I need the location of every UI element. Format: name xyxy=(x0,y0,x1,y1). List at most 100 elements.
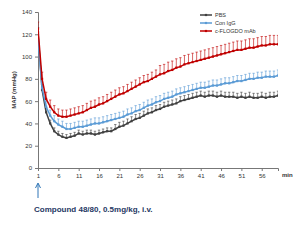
marker xyxy=(196,60,198,62)
legend-swatch xyxy=(200,14,212,16)
marker xyxy=(45,98,47,100)
error-bar xyxy=(248,39,250,48)
marker xyxy=(220,53,222,55)
marker xyxy=(126,90,128,92)
arrow-head xyxy=(36,183,41,188)
error-bar-cap xyxy=(126,84,128,85)
error-bar-stem xyxy=(237,41,238,50)
error-bar-cap xyxy=(163,64,165,65)
marker xyxy=(78,132,80,134)
error-bar-cap xyxy=(212,79,214,80)
marker xyxy=(61,126,63,128)
error-bar-cap xyxy=(49,110,51,111)
error-bar-cap xyxy=(273,71,275,72)
y-tick-label: 20 xyxy=(25,143,32,149)
error-bar xyxy=(167,62,169,71)
error-bar xyxy=(179,58,181,67)
marker xyxy=(236,49,238,51)
error-bar-cap xyxy=(49,100,51,101)
error-bar-stem xyxy=(216,47,217,56)
error-bar-cap xyxy=(130,116,132,117)
marker xyxy=(74,113,76,115)
error-bar-cap xyxy=(73,132,75,133)
marker xyxy=(118,126,120,128)
marker xyxy=(171,103,173,105)
error-bar-cap xyxy=(175,98,177,99)
marker xyxy=(69,136,71,138)
marker xyxy=(248,47,250,49)
marker xyxy=(269,96,271,98)
marker xyxy=(61,136,63,138)
error-bar xyxy=(163,64,165,73)
annotation-text: Compound 48/80, 0.5mg/kg, i.v. xyxy=(34,205,153,214)
marker xyxy=(163,72,165,74)
marker xyxy=(212,55,214,57)
error-bar-stem xyxy=(245,40,246,49)
error-bar-cap xyxy=(256,72,258,73)
marker xyxy=(82,111,84,113)
marker xyxy=(94,133,96,135)
error-bar-cap xyxy=(220,78,222,79)
marker xyxy=(252,78,254,80)
error-bar-cap xyxy=(195,92,197,93)
marker xyxy=(265,44,267,46)
marker xyxy=(265,97,267,99)
error-bar-cap xyxy=(155,96,157,97)
marker xyxy=(261,96,263,98)
x-tick-label: 16 xyxy=(96,173,103,179)
marker xyxy=(122,125,124,127)
error-bar-cap xyxy=(228,77,230,78)
marker xyxy=(187,90,189,92)
error-bar xyxy=(273,35,275,44)
legend-item: c-FLOGDO mAb xyxy=(200,28,256,34)
error-bar-cap xyxy=(204,82,206,83)
marker xyxy=(257,97,259,99)
series xyxy=(38,28,278,139)
error-bar-cap xyxy=(183,86,185,87)
error-bar-stem xyxy=(261,37,262,46)
error-bar-cap xyxy=(130,82,132,83)
error-bar-cap xyxy=(244,93,246,94)
error-bar-cap xyxy=(155,105,157,106)
error-bar-cap xyxy=(90,118,92,119)
x-tick-mark xyxy=(79,168,80,171)
marker xyxy=(106,120,108,122)
error-bar-cap xyxy=(200,91,202,92)
error-bar-cap xyxy=(236,40,238,41)
error-bar-cap xyxy=(240,40,242,41)
line xyxy=(38,40,278,129)
marker xyxy=(252,97,254,99)
x-tick-mark xyxy=(99,168,100,171)
marker xyxy=(179,100,181,102)
error-bar-cap xyxy=(102,129,104,130)
marker xyxy=(38,28,39,30)
error-bar-cap xyxy=(94,131,96,132)
error-bar-cap xyxy=(248,73,250,74)
error-bar-stem xyxy=(225,44,226,53)
error-bar-cap xyxy=(159,65,161,66)
marker xyxy=(179,66,181,68)
marker xyxy=(41,87,43,89)
error-bar-stem xyxy=(233,42,234,51)
marker xyxy=(216,96,218,98)
error-bar-cap xyxy=(273,35,275,36)
error-bar-cap xyxy=(73,107,75,108)
marker xyxy=(147,105,149,107)
error-bar-cap xyxy=(208,91,210,92)
marker xyxy=(163,98,165,100)
x-tick: 6 xyxy=(57,168,61,179)
y-tick-mark xyxy=(35,12,38,13)
marker xyxy=(183,63,185,65)
marker xyxy=(236,97,238,99)
legend-item: PBS xyxy=(200,12,226,18)
legend-label: Con IgG xyxy=(215,20,235,26)
error-bar-cap xyxy=(38,22,39,23)
marker xyxy=(74,135,76,137)
error-bar-stem xyxy=(249,39,250,48)
error-bar-cap xyxy=(179,96,181,97)
error-bar xyxy=(204,50,206,59)
marker xyxy=(159,100,161,102)
error-bar-stem xyxy=(168,62,169,71)
error-bar-cap xyxy=(191,84,193,85)
marker xyxy=(171,96,173,98)
